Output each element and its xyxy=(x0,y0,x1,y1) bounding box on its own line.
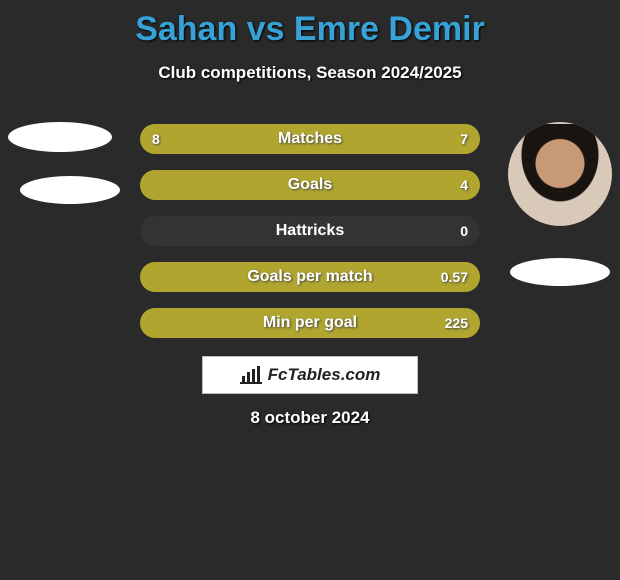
stat-row: Matches87 xyxy=(140,124,480,154)
stat-row: Goals4 xyxy=(140,170,480,200)
player-right-avatar xyxy=(508,122,612,226)
decoration-ellipse xyxy=(510,258,610,286)
page-title: Sahan vs Emre Demir xyxy=(0,0,620,49)
bar-fill xyxy=(140,308,480,338)
decoration-ellipse xyxy=(8,122,112,152)
brand-text: FcTables.com xyxy=(268,365,381,385)
brand-badge: FcTables.com xyxy=(202,356,418,394)
comparison-infographic: Sahan vs Emre Demir Club competitions, S… xyxy=(0,0,620,580)
stat-row: Goals per match0.57 xyxy=(140,262,480,292)
stats-bars: Matches87 Goals4 Hattricks0 Goals per match… xyxy=(140,124,480,354)
stat-row: Min per goal225 xyxy=(140,308,480,338)
stat-row: Hattricks0 xyxy=(140,216,480,246)
bar-chart-icon xyxy=(240,366,262,384)
bar-fill-right xyxy=(320,124,480,154)
decoration-ellipse xyxy=(20,176,120,204)
bar-fill xyxy=(140,170,480,200)
date-text: 8 october 2024 xyxy=(0,408,620,428)
bar-fill-left xyxy=(140,124,320,154)
stat-value-right: 0 xyxy=(460,216,468,246)
bar-fill xyxy=(140,262,480,292)
subtitle: Club competitions, Season 2024/2025 xyxy=(0,63,620,83)
stat-label: Hattricks xyxy=(140,216,480,246)
